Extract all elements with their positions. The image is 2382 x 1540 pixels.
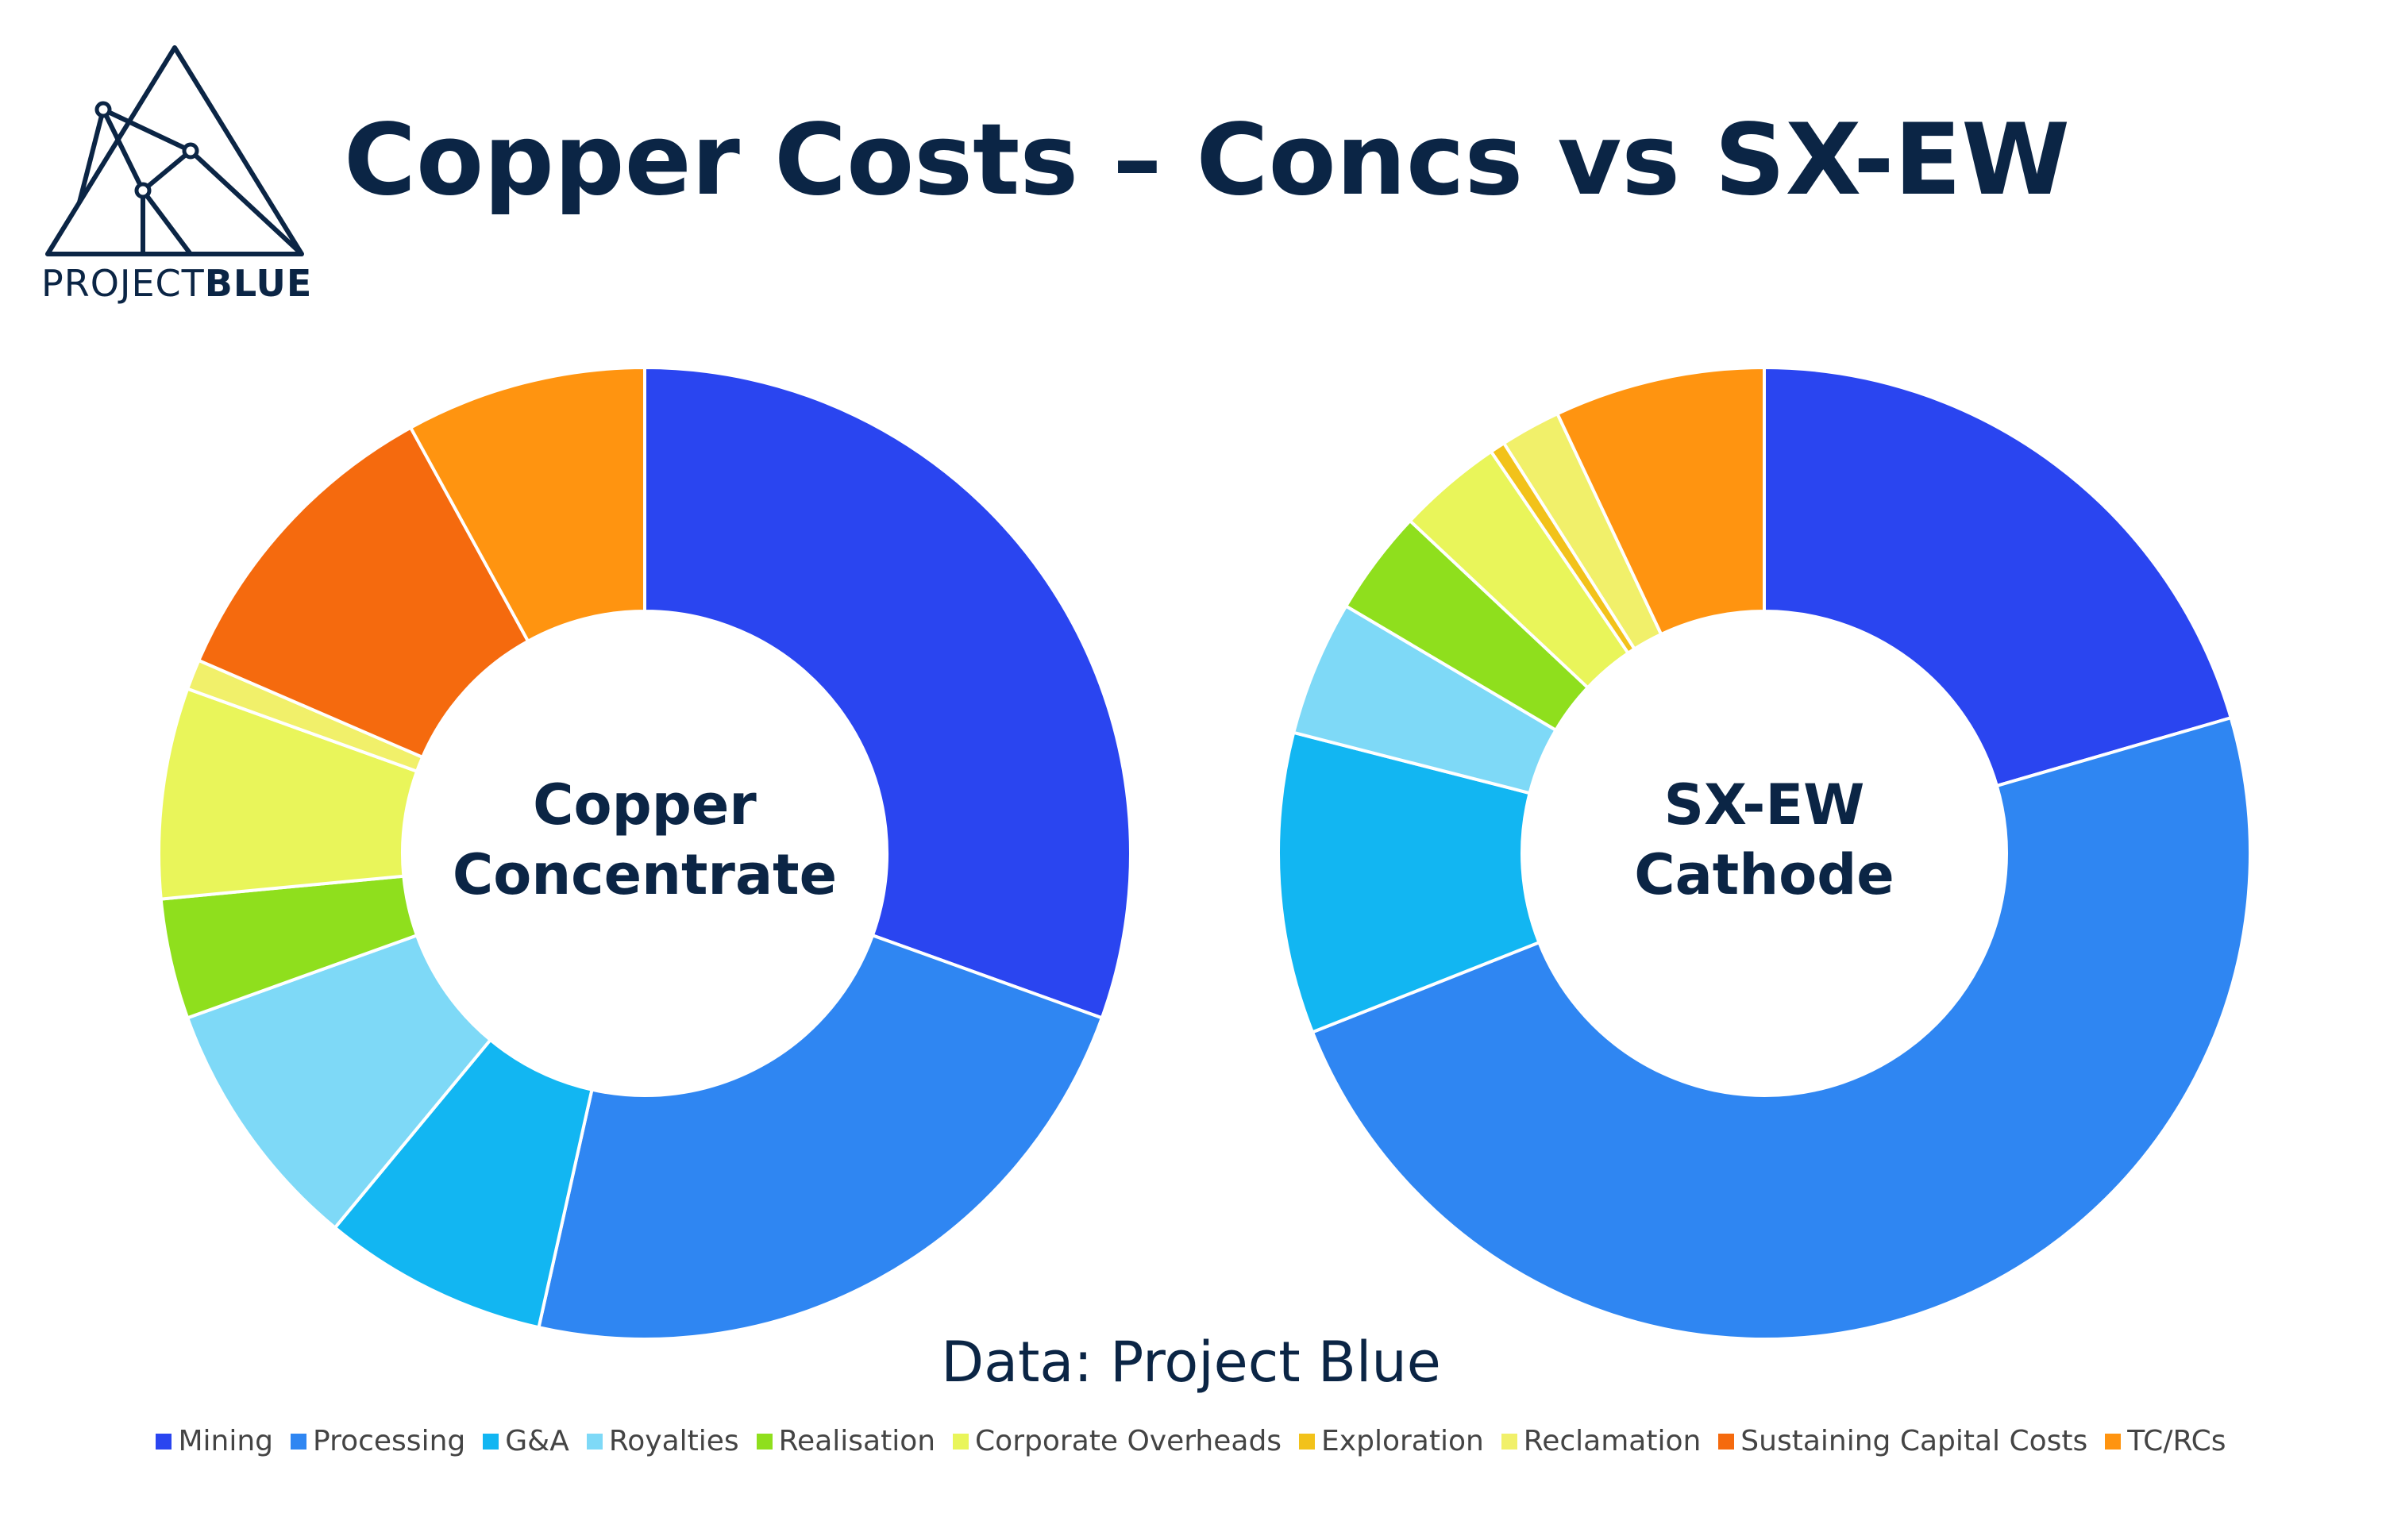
legend-swatch (483, 1433, 499, 1450)
legend-label: Exploration (1321, 1425, 1484, 1457)
page-title: Copper Costs – Concs vs SX-EW (343, 103, 2071, 218)
data-source-caption: Data: Project Blue (941, 1330, 1441, 1395)
legend-label: G&A (505, 1425, 569, 1457)
legend-item: Royalties (586, 1425, 739, 1457)
legend-item: TC/RCs (2105, 1425, 2226, 1457)
legend-label: TC/RCs (2127, 1425, 2226, 1457)
legend-item: Reclamation (1501, 1425, 1702, 1457)
legend: Mining Processing G&A Royalties Realisation C… (0, 1425, 2382, 1457)
donut-slice-processing (537, 933, 1104, 1341)
legend-swatch (953, 1433, 969, 1450)
legend-label: Mining (178, 1425, 273, 1457)
donut-slice-tc-rcs (1555, 365, 1766, 637)
legend-item: Processing (291, 1425, 465, 1457)
legend-item: Realisation (756, 1425, 936, 1457)
donut-slice-mining (1763, 365, 2234, 788)
legend-item: Corporate Overheads (953, 1425, 1282, 1457)
legend-swatch (2105, 1433, 2122, 1450)
donut-center-label-concentrate: Copper Concentrate (452, 772, 838, 907)
legend-swatch (156, 1433, 172, 1450)
legend-label: Sustaining Capital Costs (1740, 1425, 2088, 1457)
donut-slice-g-a (1277, 730, 1542, 1034)
legend-swatch (291, 1433, 306, 1450)
legend-label: Processing (313, 1425, 466, 1457)
legend-swatch (1299, 1433, 1316, 1450)
legend-label: Reclamation (1523, 1425, 1702, 1457)
legend-label: Royalties (608, 1425, 739, 1457)
donut-slice-sustaining-capital-costs (196, 425, 530, 760)
legend-item: Sustaining Capital Costs (1718, 1425, 2087, 1457)
legend-swatch (756, 1433, 773, 1450)
legend-swatch (1718, 1433, 1735, 1450)
logo-wordmark: PROJECTBLUE (41, 262, 313, 305)
donut-slice-processing (1310, 715, 2252, 1341)
donut-slice-mining (643, 365, 1132, 1020)
project-blue-logo (45, 45, 304, 256)
donut-center-label-sxew: SX-EW Cathode (1634, 772, 1894, 907)
donut-slice-tc-rcs (408, 365, 646, 644)
legend-item: G&A (483, 1425, 569, 1457)
legend-swatch (586, 1433, 603, 1450)
legend-swatch (1501, 1433, 1517, 1450)
legend-label: Corporate Overheads (975, 1425, 1282, 1457)
legend-label: Realisation (778, 1425, 936, 1457)
legend-item: Mining (156, 1425, 273, 1457)
legend-item: Exploration (1299, 1425, 1484, 1457)
